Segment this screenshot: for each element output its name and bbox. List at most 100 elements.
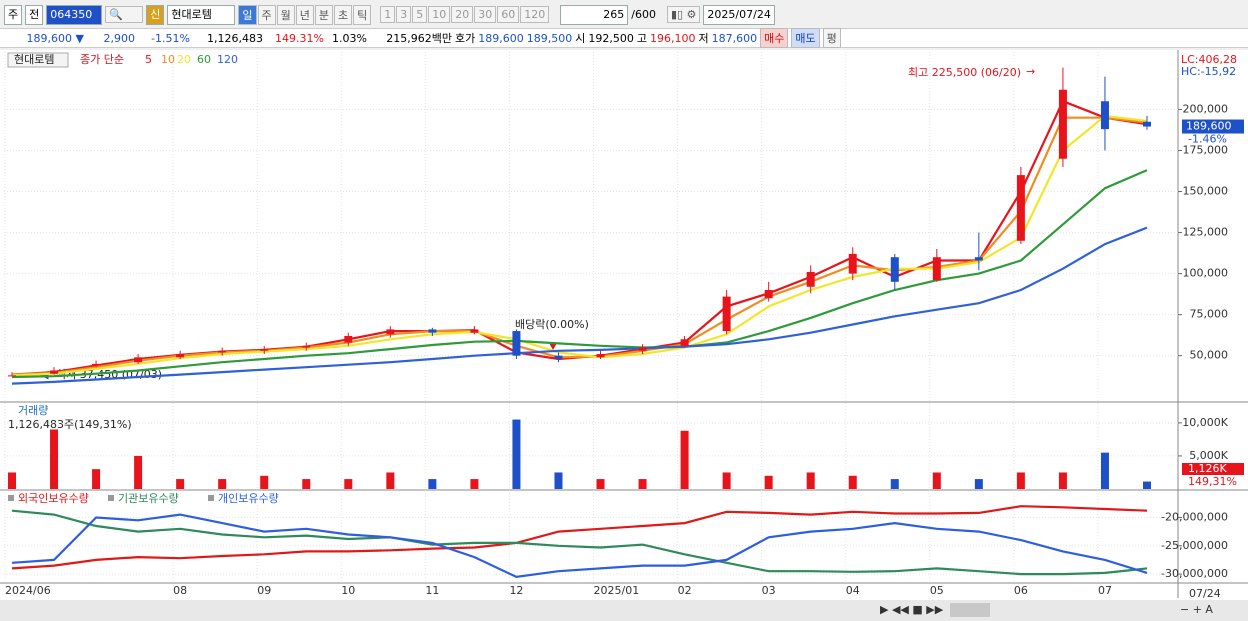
x-tick-label: 10 [341,584,355,597]
annotation-high: 최고 225,500 (06/20) [908,66,1021,79]
period-button[interactable]: 일 [238,4,257,25]
legend-entry: 외국인보유수량 [18,492,89,505]
period-button[interactable]: 년 [295,4,314,25]
background [0,50,1248,600]
volume-bar [554,472,563,489]
tools[interactable]: 🔍 [105,6,144,23]
period-button[interactable]: 월 [276,4,295,25]
period-button[interactable]: 초 [334,4,353,25]
candle-body [134,357,143,363]
volume-bar [638,479,647,489]
prev[interactable]: 전 [25,4,44,25]
candle-body [428,329,437,333]
interval-button[interactable]: 1 [380,6,396,23]
x-tick-label: 07 [1098,584,1112,597]
code[interactable]: 064350 [46,4,103,25]
intervals: 1 3 5 10 20 30 60 120 [380,6,550,23]
price: 189,600 ▼ [26,31,84,45]
volume-bar [512,419,521,489]
bid: 189,500 [526,31,573,45]
last-volume-box [1182,463,1244,475]
interval-button[interactable]: 20 [451,6,474,23]
volume: 1,126,483 [207,31,263,45]
volume-bar [386,472,395,489]
count[interactable]: 265 [560,4,629,25]
holding-line [11,509,1148,576]
legend-marker [108,495,114,501]
buy-button[interactable]: 매수 [760,28,789,48]
x-tick-label: 02 [678,584,692,597]
y-tick-label: 150,000 [1183,185,1229,198]
interval-button[interactable]: 60 [497,6,520,23]
last-price-box [1182,119,1244,134]
legend-entry: 60 [197,53,211,66]
volume-bar [1143,481,1151,489]
high-label: 고 [636,32,647,45]
y-tick-label: -25,000,000 [1161,539,1228,552]
candle-body [806,271,815,287]
high: 196,100 [650,31,696,45]
volume-bar [1100,452,1109,489]
y-tick-label: 5,000K [1189,449,1228,462]
y-tick-label: 125,000 [1183,226,1229,239]
last-change: -1.46% [1188,133,1227,146]
volume-bar [218,479,227,489]
last-price: 189,600 [1186,120,1232,133]
x-tick-label: 2025/01 [594,584,640,597]
candle-body [554,355,563,359]
candle-body [50,370,59,374]
interval-button[interactable]: 120 [520,6,550,23]
y-tick-label: 175,000 [1183,143,1229,156]
legend-entry: 개인보유수량 [218,492,279,505]
volume-bar [932,472,941,489]
period-button[interactable]: 분 [314,4,333,25]
volume-title: 거래량 [18,404,48,417]
low-label: 저 [698,32,709,45]
scrollbar[interactable] [0,600,1248,621]
candle-body [218,350,227,353]
dividend-marker [549,343,557,350]
scroll-thumb[interactable] [950,603,990,617]
y-tick-label: 100,000 [1183,267,1229,280]
period-button[interactable]: 주 [257,4,276,25]
ask-label: 호가 [455,32,476,45]
holding-line [11,505,1148,570]
ask: 189,600 [478,31,524,45]
interval-button[interactable]: 10 [428,6,451,23]
stock-name[interactable]: 현대로템 [167,4,236,25]
legend-entry: 120 [217,53,238,66]
turnover: 1.03% [332,31,367,45]
scroll-buttons[interactable]: ▶ ◀◀ ■ ▶▶ [880,603,944,616]
y-tick-label: 75,000 [1190,308,1229,321]
candle-body [470,329,479,333]
amount: 215,962백만 [386,32,452,45]
x-tick-label: 04 [846,584,860,597]
interval-button[interactable]: 30 [474,6,497,23]
avg-button[interactable]: 평 [822,28,841,48]
x-tick-label: 12 [509,584,523,597]
volume-bar [722,472,731,489]
legend-marker [208,495,214,501]
credit[interactable]: 신 [146,4,165,25]
candle-body [1100,101,1109,130]
volume-bar [8,472,16,489]
arrow: → [1026,65,1035,78]
low: 187,600 [711,31,758,45]
sell-button[interactable]: 매도 [791,28,820,48]
volume-bar [260,475,269,489]
interval-button[interactable]: 3 [396,6,412,23]
x-tick-label: 11 [425,584,439,597]
zoom-buttons[interactable]: − + A [1180,603,1213,616]
period-button[interactable]: 틱 [353,4,372,25]
candle-body [176,354,185,358]
interval-button[interactable]: 5 [412,6,428,23]
tools[interactable]: ▮▯ ⚙ [666,6,701,23]
market[interactable]: 주 [4,4,23,25]
annotation-dividend: 배당락(0.00%) [515,318,589,331]
volume-bar [806,472,815,489]
date[interactable]: 2025/07/24 [703,4,775,25]
legend-name: 현대로템 [14,53,54,66]
candle-body [596,354,605,358]
candle-body [1143,121,1151,127]
